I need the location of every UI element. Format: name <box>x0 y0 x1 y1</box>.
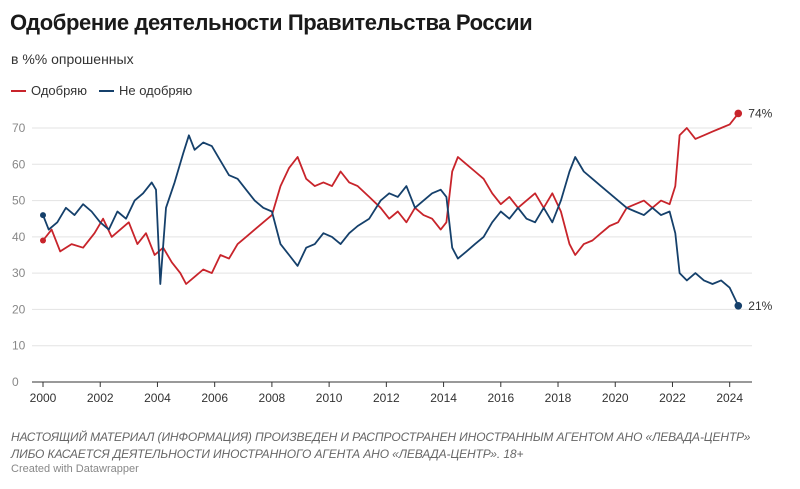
series-end-markers: 74% 21% <box>40 106 773 313</box>
end-marker-disapprove <box>734 302 743 310</box>
series-lines <box>42 112 740 307</box>
y-axis-ticks: 0 10 20 30 40 50 60 70 <box>12 121 26 389</box>
y-tick-label-70: 70 <box>12 121 26 135</box>
legend: Одобряю Не одобряю <box>11 83 204 98</box>
legend-swatch-approve <box>11 89 26 92</box>
x-tick-label-2016: 2016 <box>487 391 514 405</box>
x-tick-label-2014: 2014 <box>430 391 457 405</box>
x-tick-label-2012: 2012 <box>373 391 400 405</box>
datawrapper-credit: Created with Datawrapper <box>11 463 139 475</box>
end-label-disapprove: 21% <box>748 299 772 313</box>
x-tick-label-2010: 2010 <box>316 391 343 405</box>
end-marker-disapprove-start <box>40 212 46 219</box>
series-line-disapprove <box>42 134 740 307</box>
x-tick-label-2022: 2022 <box>659 391 686 405</box>
legend-item-disapprove: Не одобряю <box>98 83 193 98</box>
legend-label-disapprove: Не одобряю <box>118 83 193 98</box>
y-tick-label-50: 50 <box>12 194 26 208</box>
x-tick-label-2004: 2004 <box>144 391 171 405</box>
y-tick-label-30: 30 <box>12 266 26 280</box>
x-axis-ticks: 2000 2002 2004 2006 2008 2010 2012 2014 2016 2018… <box>30 382 743 405</box>
end-marker-approve-start <box>40 237 46 244</box>
y-tick-label-20: 20 <box>12 302 26 316</box>
x-tick-label-2018: 2018 <box>545 391 572 405</box>
x-tick-label-2002: 2002 <box>87 391 114 405</box>
chart-subtitle: в %% опрошенных <box>11 51 134 67</box>
chart-title: Одобрение деятельности Правительства Рос… <box>10 10 533 35</box>
legend-item-approve: Одобряю <box>11 83 87 98</box>
y-tick-label-60: 60 <box>12 157 26 171</box>
end-label-approve: 74% <box>748 106 772 120</box>
end-marker-approve <box>734 109 743 118</box>
y-tick-label-0: 0 <box>12 375 19 389</box>
y-tick-label-10: 10 <box>12 339 26 353</box>
foreign-agent-notice: НАСТОЯЩИЙ МАТЕРИАЛ (ИНФОРМАЦИЯ) ПРОИЗВЕД… <box>11 430 751 461</box>
series-line-approve <box>42 112 740 285</box>
x-tick-label-2024: 2024 <box>716 391 743 405</box>
legend-label-approve: Одобряю <box>31 83 87 98</box>
grid-lines <box>32 127 752 383</box>
legend-swatch-disapprove <box>98 89 114 92</box>
y-tick-label-40: 40 <box>12 230 26 244</box>
x-tick-label-2020: 2020 <box>602 391 629 405</box>
x-tick-label-2000: 2000 <box>30 391 57 405</box>
x-tick-label-2006: 2006 <box>201 391 228 405</box>
x-tick-label-2008: 2008 <box>259 391 286 405</box>
